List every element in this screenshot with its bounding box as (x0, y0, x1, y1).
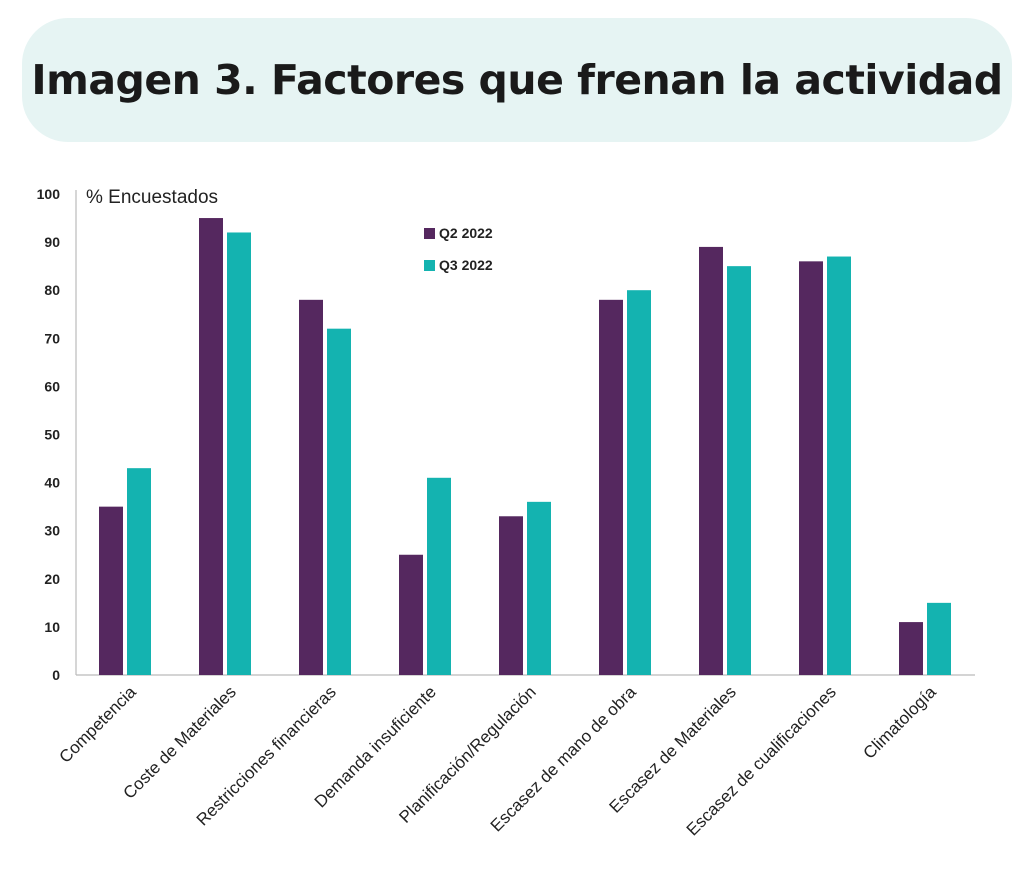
y-tick-label: 30 (44, 523, 60, 539)
y-axis-label: % Encuestados (86, 187, 218, 208)
y-tick-label: 10 (44, 619, 60, 635)
bar-q3-2022-7 (727, 266, 751, 675)
y-tick-label: 40 (44, 475, 60, 491)
y-tick-label: 20 (44, 571, 60, 587)
bar-q3-2022-8 (827, 256, 851, 675)
legend-label-1: Q2 2022 (439, 225, 493, 241)
chart-title: Imagen 3. Factores que frenan la activid… (31, 56, 1003, 104)
legend-swatch-1 (424, 228, 435, 239)
bar-q3-2022-5 (527, 501, 551, 675)
y-tick-label: 90 (44, 234, 60, 250)
y-tick-label: 100 (37, 186, 61, 202)
bar-q3-2022-2 (227, 232, 251, 676)
y-tick-label: 60 (44, 378, 60, 394)
bar-q3-2022-3 (327, 328, 351, 675)
x-tick-label: Competencia (56, 682, 141, 767)
bar-q2-2022-7 (699, 246, 723, 675)
bar-q3-2022-9 (927, 602, 951, 675)
y-tick-label: 80 (44, 282, 60, 298)
bar-q2-2022-5 (499, 516, 523, 675)
bar-q2-2022-6 (599, 299, 623, 675)
y-tick-label: 70 (44, 330, 60, 346)
bar-q2-2022-3 (299, 299, 323, 675)
bar-q2-2022-9 (899, 622, 923, 675)
legend-swatch-2 (424, 260, 435, 271)
bar-q2-2022-8 (799, 261, 823, 675)
title-banner: Imagen 3. Factores que frenan la activid… (22, 18, 1012, 142)
bar-q2-2022-4 (399, 554, 423, 675)
bar-q3-2022-6 (627, 290, 651, 675)
legend-label-2: Q3 2022 (439, 257, 493, 273)
x-tick-label: Coste de Materiales (119, 682, 239, 802)
bar-q2-2022-2 (199, 218, 223, 676)
y-tick-label: 50 (44, 427, 60, 443)
bar-q3-2022-4 (427, 477, 451, 675)
bar-q3-2022-1 (127, 468, 151, 675)
x-tick-label: Climatología (860, 682, 941, 763)
y-tick-label: 0 (52, 667, 60, 683)
bar-q2-2022-1 (99, 506, 123, 675)
